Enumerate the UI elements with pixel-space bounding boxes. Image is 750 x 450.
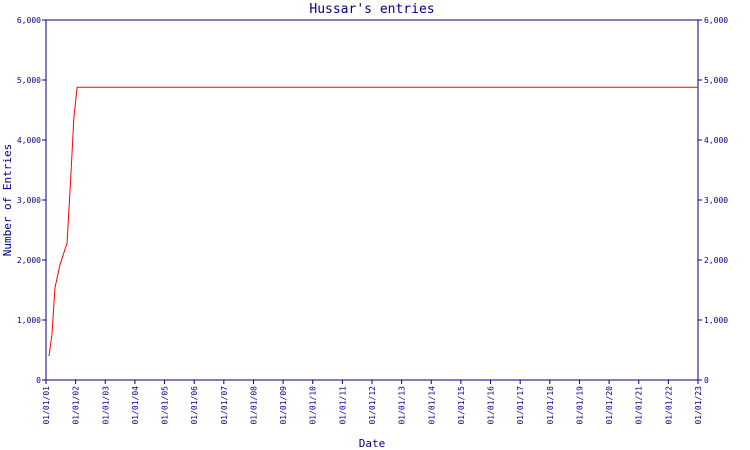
y-tick-label: 4,000	[17, 136, 41, 145]
x-tick-label: 01/01/09	[279, 386, 288, 425]
x-tick-label: 01/01/11	[338, 386, 347, 425]
y-tick-label: 3,000	[17, 196, 41, 205]
x-tick-label: 01/01/22	[664, 386, 673, 425]
y2-tick-label: 4,000	[704, 136, 728, 145]
y-tick-label: 1,000	[17, 316, 41, 325]
x-tick-label: 01/01/06	[190, 386, 199, 425]
x-tick-label: 01/01/05	[161, 386, 170, 425]
x-tick-label: 01/01/13	[398, 386, 407, 425]
x-tick-label: 01/01/15	[457, 386, 466, 425]
x-tick-label: 01/01/04	[131, 386, 140, 425]
x-tick-label: 01/01/02	[72, 386, 81, 425]
y2-tick-label: 6,000	[704, 16, 728, 25]
y2-tick-label: 2,000	[704, 256, 728, 265]
y-tick-label: 2,000	[17, 256, 41, 265]
data-line	[48, 86, 698, 357]
x-tick-label: 01/01/12	[368, 386, 377, 425]
x-tick-label: 01/01/10	[309, 386, 318, 425]
x-tick-label: 01/01/14	[427, 386, 436, 425]
x-tick-label: 01/01/16	[487, 386, 496, 425]
x-tick-label: 01/01/17	[516, 386, 525, 425]
x-tick-label: 01/01/08	[249, 386, 258, 425]
y2-tick-label: 1,000	[704, 316, 728, 325]
chart-title: Hussar's entries	[309, 2, 434, 17]
x-tick-label: 01/01/07	[220, 386, 229, 425]
x-tick-label: 01/01/19	[575, 386, 584, 425]
y-axis-label: Number of Entries	[1, 144, 14, 257]
plot-frame	[45, 19, 699, 381]
x-tick-label: 01/01/23	[694, 386, 703, 425]
x-tick-label: 01/01/21	[635, 386, 644, 425]
x-tick-label: 01/01/03	[101, 386, 110, 425]
y-tick-label: 5,000	[17, 76, 41, 85]
y-tick-label: 0	[36, 376, 41, 385]
x-axis-label: Date	[359, 437, 386, 450]
x-tick-label: 01/01/01	[42, 386, 51, 425]
y2-tick-label: 0	[704, 376, 709, 385]
y2-tick-label: 5,000	[704, 76, 728, 85]
x-tick-label: 01/01/18	[546, 386, 555, 425]
x-tick-label: 01/01/20	[605, 386, 614, 425]
y-tick-label: 6,000	[17, 16, 41, 25]
y2-tick-label: 3,000	[704, 196, 728, 205]
